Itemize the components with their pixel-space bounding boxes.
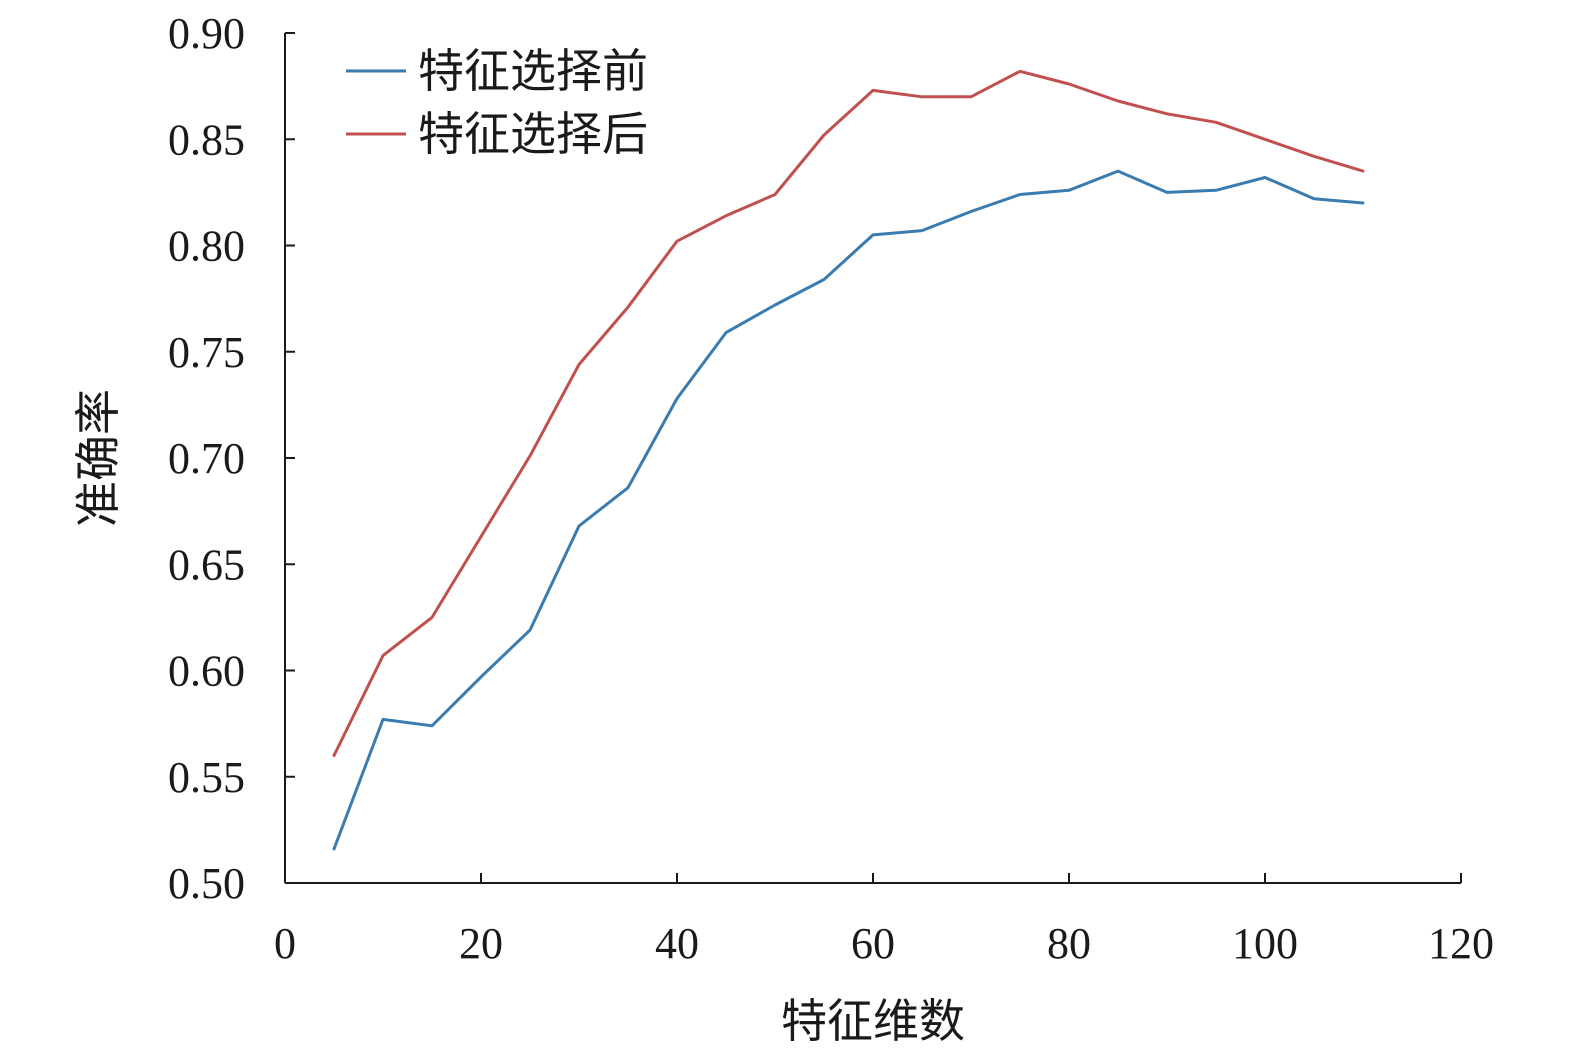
y-tick-label: 0.90 — [168, 9, 245, 58]
y-tick-label: 0.65 — [168, 540, 245, 589]
x-tick-label: 0 — [274, 919, 296, 968]
x-tick-label: 60 — [851, 919, 895, 968]
y-tick-label: 0.60 — [168, 647, 245, 696]
series-layer — [332, 69, 1365, 851]
y-tick-label: 0.50 — [168, 859, 245, 908]
y-tick-label: 0.85 — [168, 115, 245, 164]
y-ticks: 0.50 0.55 0.60 0.65 0.70 0.75 0.80 0.85 0.90 — [168, 9, 295, 908]
x-tick-label: 100 — [1232, 919, 1298, 968]
x-tick-label: 120 — [1428, 919, 1494, 968]
legend-label-2: 特征选择后 — [418, 109, 648, 160]
legend-label-1: 特征选择前 — [418, 46, 648, 97]
y-tick-label: 0.75 — [168, 328, 245, 377]
y-tick-label: 0.70 — [168, 434, 245, 483]
axes — [284, 33, 1461, 884]
x-tick-label: 40 — [655, 919, 699, 968]
y-tick-label: 0.80 — [168, 222, 245, 271]
x-axis-title: 特征维数 — [781, 996, 965, 1047]
x-ticks: 0 20 40 60 80 100 120 — [274, 873, 1494, 968]
x-tick-label: 20 — [459, 919, 503, 968]
x-tick-label: 80 — [1047, 919, 1091, 968]
series-line-2 — [332, 69, 1365, 757]
y-tick-label: 0.55 — [168, 753, 245, 802]
y-axis-title: 准确率 — [73, 389, 124, 527]
series-line-1 — [332, 169, 1365, 851]
